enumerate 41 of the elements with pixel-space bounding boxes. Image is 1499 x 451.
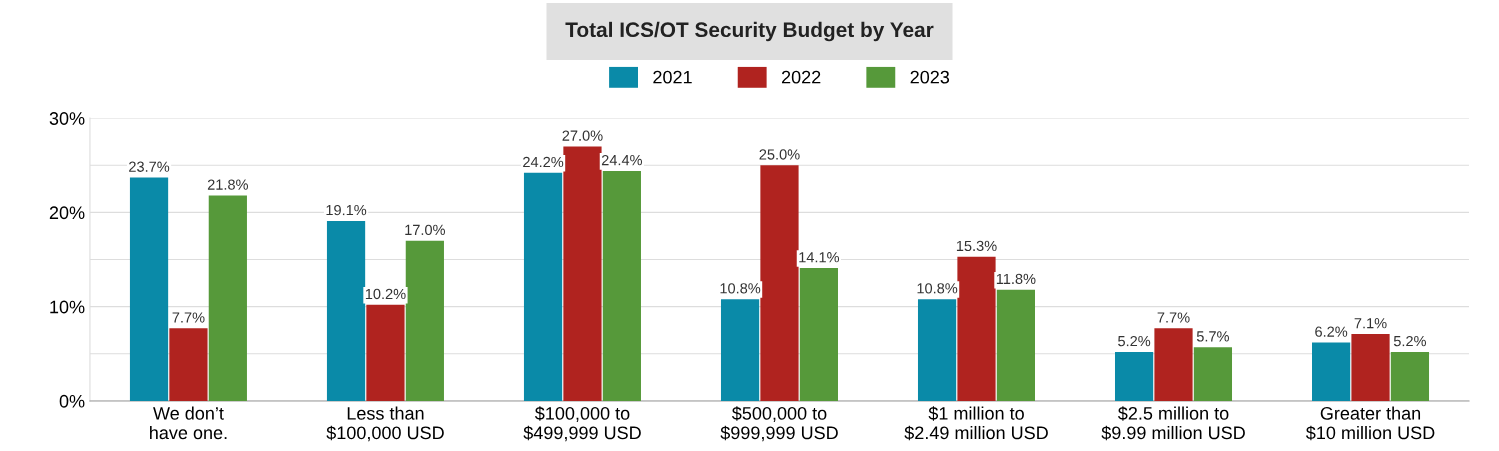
data-label: 5.7% (1196, 331, 1230, 342)
data-label: 17.0% (405, 224, 446, 236)
x-tick-label: $2.5 million to $9.99 million USD (1101, 406, 1245, 441)
data-label: 6.2% (1315, 326, 1348, 337)
x-tick-label: We don’t have one. (150, 406, 227, 440)
data-label: 11.8% (996, 273, 1036, 285)
data-label: 21.8% (207, 179, 249, 190)
data-label: 23.7% (129, 161, 170, 172)
bar (129, 177, 169, 401)
legend-label: 2023 (910, 70, 950, 84)
legend-label: 2021 (653, 70, 692, 84)
data-label: 27.0% (562, 130, 603, 141)
data-label: 24.4% (601, 154, 643, 166)
x-tick-label: Less than $100,000 USD (326, 406, 444, 442)
data-label: 5.2% (1393, 335, 1427, 347)
data-label: 10.8% (720, 283, 761, 294)
bar (996, 289, 1035, 401)
chart-title: Total ICS/OT Security Budget by Year (565, 21, 934, 42)
bar (326, 220, 366, 401)
x-tick-label: Greater than $10 million USD (1305, 406, 1435, 441)
y-tick-label: 10% (50, 300, 85, 314)
y-tick-label: 0% (59, 394, 85, 408)
data-label: 10.2% (365, 288, 406, 300)
data-label: 25.0% (759, 149, 800, 160)
data-label: 15.3% (956, 240, 997, 252)
data-label: 7.1% (1354, 318, 1387, 329)
data-label: 14.1% (799, 252, 840, 263)
legend-label: 2022 (781, 70, 821, 84)
bar (917, 299, 957, 401)
x-tick-label: $100,000 to $499,999 USD (523, 406, 641, 442)
data-label: 10.8% (917, 283, 958, 294)
data-label: 24.2% (523, 156, 564, 168)
bar (720, 299, 760, 401)
y-tick-label: 30% (49, 112, 85, 125)
x-tick-label: $500,000 to $999,999 USD (720, 406, 838, 442)
y-tick-label: 20% (49, 206, 85, 220)
data-label: 7.7% (1157, 312, 1190, 323)
data-label: 19.1% (326, 204, 367, 216)
data-label: 5.2% (1118, 335, 1151, 347)
x-tick-label: $1 million to $2.49 million USD (904, 406, 1048, 441)
data-label: 7.7% (172, 312, 205, 323)
